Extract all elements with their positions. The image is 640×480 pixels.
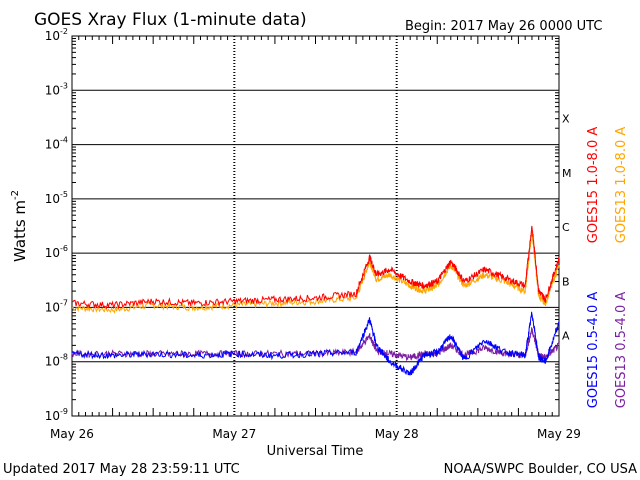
y-tick-base: 10 bbox=[45, 83, 60, 97]
y-tick-base: 10 bbox=[45, 138, 60, 152]
y-tick-exp: -3 bbox=[60, 81, 68, 90]
y-tick-labels: 10-210-310-410-510-610-710-810-9 bbox=[45, 27, 68, 423]
flare-class-label: A bbox=[562, 330, 570, 343]
y-tick-exp: -7 bbox=[60, 298, 68, 307]
x-tick-label: May 27 bbox=[212, 427, 256, 441]
updated-label: Updated 2017 May 28 23:59:11 UTC bbox=[3, 462, 240, 477]
y-tick-base: 10 bbox=[45, 355, 60, 369]
credit-label: NOAA/SWPC Boulder, CO USA bbox=[444, 462, 637, 477]
decade-gridlines bbox=[72, 37, 559, 401]
flare-class-label: M bbox=[562, 167, 572, 180]
chart-title: GOES Xray Flux (1-minute data) bbox=[34, 10, 307, 30]
x-axis-label: Universal Time bbox=[267, 444, 364, 459]
legend-entry: GOES13 0.5-4.0 A bbox=[614, 292, 629, 409]
flare-class-label: C bbox=[562, 221, 570, 234]
series-line bbox=[71, 231, 560, 314]
y-tick-exp: -9 bbox=[60, 407, 68, 416]
series-layer bbox=[71, 225, 560, 376]
day-tick-marks bbox=[78, 36, 553, 416]
y-tick-label: 10-2 bbox=[45, 27, 68, 43]
legend-entry: GOES15 0.5-4.0 A bbox=[586, 292, 601, 409]
begin-label: Begin: 2017 May 26 0000 UTC bbox=[405, 19, 602, 34]
y-tick-label: 10-4 bbox=[45, 136, 68, 152]
y-tick-label: 10-9 bbox=[45, 407, 68, 423]
plot-frame bbox=[71, 35, 560, 417]
y-tick-base: 10 bbox=[45, 29, 60, 43]
y-tick-label: 10-6 bbox=[45, 244, 68, 260]
y-tick-base: 10 bbox=[45, 300, 60, 314]
flare-class-label: B bbox=[562, 275, 570, 288]
x-tick-label: May 26 bbox=[50, 427, 94, 441]
legend: GOES15 1.0-8.0 A GOES13 1.0-8.0 A GOES15 0… bbox=[586, 127, 629, 409]
y-axis-label-base: Watts m bbox=[11, 200, 29, 262]
legend-entry: GOES15 1.0-8.0 A bbox=[586, 127, 601, 244]
y-tick-label: 10-8 bbox=[45, 353, 68, 369]
y-tick-label: 10-3 bbox=[45, 81, 68, 97]
flare-class-label: X bbox=[562, 113, 570, 126]
x-tick-label: May 28 bbox=[375, 427, 419, 441]
x-tick-labels: May 26 May 27 May 28 May 29 bbox=[50, 427, 581, 441]
legend-entry: GOES13 1.0-8.0 A bbox=[614, 127, 629, 244]
y-tick-exp: -5 bbox=[60, 190, 68, 199]
y-tick-base: 10 bbox=[45, 192, 60, 206]
y-tick-exp: -8 bbox=[60, 353, 68, 362]
y-tick-label: 10-5 bbox=[45, 190, 68, 206]
y-axis-label-exp: -2 bbox=[10, 190, 21, 200]
series-line bbox=[71, 225, 560, 310]
series-line bbox=[71, 311, 560, 376]
y-tick-label: 10-7 bbox=[45, 298, 68, 314]
x-tick-label: May 29 bbox=[537, 427, 581, 441]
y-tick-base: 10 bbox=[45, 246, 60, 260]
y-tick-exp: -2 bbox=[60, 27, 68, 36]
y-axis-label: Watts m-2 bbox=[10, 190, 29, 262]
y-tick-base: 10 bbox=[45, 409, 60, 423]
y-tick-exp: -4 bbox=[60, 136, 68, 145]
flare-class-labels: X M C B A bbox=[562, 113, 572, 343]
series-line bbox=[71, 327, 560, 362]
y-tick-exp: -6 bbox=[60, 244, 68, 253]
